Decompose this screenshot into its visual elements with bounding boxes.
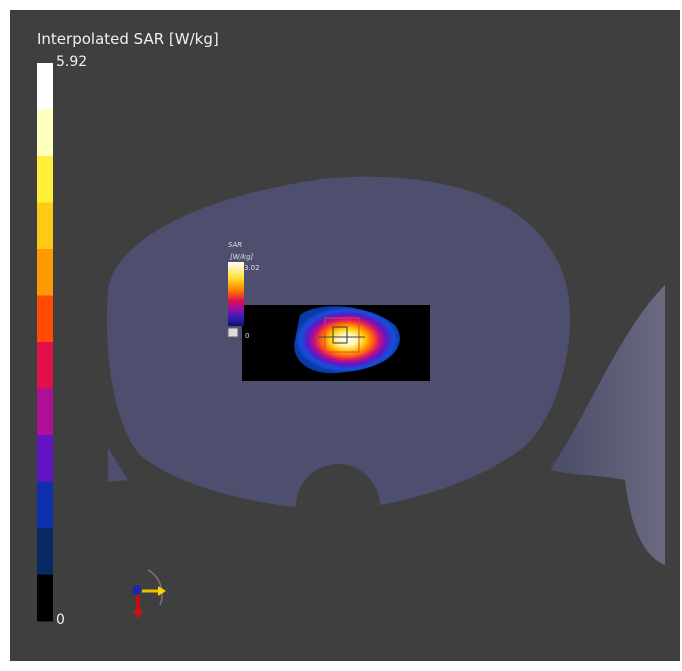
inset-colorbar [228,262,244,326]
legend-title: Interpolated SAR [W/kg] [37,30,219,48]
legend-max: 5.92 [56,54,87,70]
inset-title: SAR [228,241,242,249]
colorbar-segment [37,295,53,343]
arm-model[interactable] [550,285,665,565]
colorbar-segment [37,156,53,203]
colorbar-segment [37,388,53,436]
colorbar-segment [37,435,53,482]
antenna-core [332,326,348,344]
body-fragment [108,448,128,482]
inset-swatch [227,327,239,338]
inset-unit: [W/kg] [230,253,254,261]
inset-min: 0 [245,332,249,340]
colorbar [37,63,53,622]
legend-min: 0 [56,612,65,628]
colorbar-segment [37,342,53,389]
colorbar-segment [37,481,53,529]
antenna-box [324,317,360,353]
colorbar-segment [37,109,53,157]
orientation-gizmo[interactable] [132,569,166,619]
colorbar-segment [37,574,53,622]
colorbar-segment [37,528,53,575]
colorbar-segment [37,202,53,250]
inset-max: 3.02 [244,264,260,272]
colorbar-segment [37,63,53,110]
colorbar-segment [37,249,53,296]
